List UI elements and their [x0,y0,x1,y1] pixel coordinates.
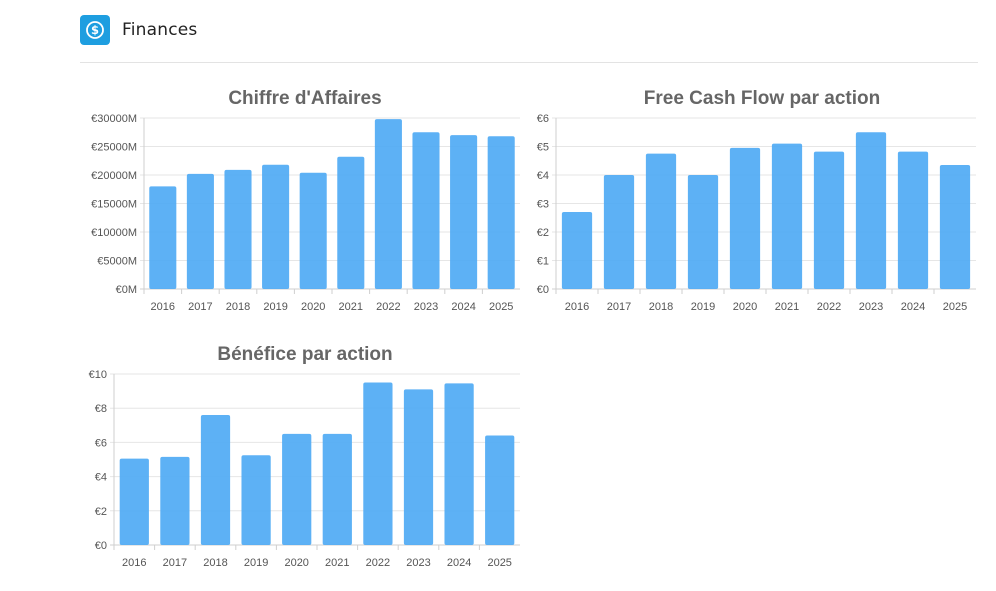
y-tick-label: €5000M [97,256,137,268]
x-tick-label: 2023 [406,557,430,569]
bar[interactable] [939,165,971,289]
x-tick-label: 2019 [691,301,715,313]
bar[interactable] [119,458,149,545]
bar[interactable] [412,132,440,289]
y-tick-label: €30000M [91,113,137,125]
x-tick-label: 2016 [565,301,589,313]
chart-title: Chiffre d'Affaires [228,88,381,109]
x-tick-label: 2021 [325,557,349,569]
x-tick-label: 2017 [188,301,212,313]
bar[interactable] [186,173,214,289]
y-tick-label: €1 [537,256,549,268]
y-tick-label: €20000M [91,170,137,182]
section-title: Finances [122,20,198,40]
y-tick-label: €15000M [91,199,137,211]
free-cash-flow-chart: Free Cash Flow par action €0 €1 €2 €3 €4 €5 €6 2… [530,80,982,320]
chart-svg: Chiffre d'Affaires €0M €5000M €10000M €15000… [91,88,520,313]
revenue-chart: Chiffre d'Affaires €0M €5000M €10000M €15000… [80,80,526,320]
x-tick-label: 2020 [284,557,308,569]
y-tick-label: €5 [537,142,549,154]
bar[interactable] [603,175,635,289]
x-tick-label: 2018 [226,301,250,313]
x-tick-label: 2020 [301,301,325,313]
x-tick-label: 2023 [859,301,883,313]
y-tick-label: €25000M [91,142,137,154]
x-tick-label: 2024 [447,557,471,569]
y-tick-label: €2 [537,227,549,239]
bar[interactable] [200,415,231,545]
x-tick-label: 2020 [733,301,757,313]
y-tick-label: €4 [537,170,549,182]
x-tick-label: 2018 [203,557,227,569]
x-tick-label: 2021 [775,301,799,313]
y-tick-label: €10 [89,369,107,381]
bar[interactable] [224,169,252,289]
bar[interactable] [262,164,290,289]
x-tick-label: 2019 [263,301,287,313]
x-tick-label: 2018 [649,301,673,313]
bar[interactable] [897,151,929,289]
bar[interactable] [337,156,365,289]
y-tick-label: €3 [537,199,549,211]
bar[interactable] [771,143,803,289]
bar[interactable] [299,172,327,289]
bar[interactable] [282,433,312,545]
y-tick-label: €0M [116,284,137,296]
bar[interactable] [241,455,271,545]
y-tick-label: €0 [537,284,549,296]
x-tick-label: 2016 [122,557,146,569]
eps-chart: Bénéfice par action €0 €2 €4 €6 €8 €10 2016 2017… [80,336,526,576]
chart-title: Bénéfice par action [217,344,392,365]
x-tick-label: 2022 [817,301,841,313]
x-tick-label: 2025 [489,301,513,313]
x-tick-label: 2024 [451,301,475,313]
x-tick-label: 2022 [366,557,390,569]
x-tick-label: 2021 [339,301,363,313]
bar[interactable] [374,119,402,289]
bar[interactable] [403,389,434,545]
x-tick-label: 2022 [376,301,400,313]
bar[interactable] [485,435,515,545]
x-tick-label: 2025 [487,557,511,569]
x-tick-label: 2017 [607,301,631,313]
bar[interactable] [450,135,478,289]
bar[interactable] [322,433,352,545]
bar[interactable] [645,153,677,289]
x-tick-label: 2016 [151,301,175,313]
x-tick-label: 2017 [163,557,187,569]
x-tick-label: 2024 [901,301,925,313]
bar[interactable] [160,456,190,545]
y-tick-label: €10000M [91,227,137,239]
bar[interactable] [855,132,887,289]
y-tick-label: €8 [95,403,107,415]
chart-svg: Free Cash Flow par action €0 €1 €2 €3 €4 €5 €6 2… [537,88,976,313]
y-tick-label: €6 [537,113,549,125]
y-tick-label: €4 [95,472,107,484]
bar[interactable] [561,212,593,289]
section-header: $ Finances [80,14,978,63]
chart-title: Free Cash Flow par action [644,88,881,109]
bar[interactable] [813,151,845,289]
bar[interactable] [444,383,474,545]
x-tick-label: 2025 [943,301,967,313]
chart-svg: Bénéfice par action €0 €2 €4 €6 €8 €10 2016 2017… [89,344,520,569]
bar[interactable] [149,186,177,289]
bar[interactable] [729,147,761,289]
x-tick-label: 2019 [244,557,268,569]
bar[interactable] [487,136,515,289]
bar[interactable] [687,175,719,289]
bar[interactable] [363,382,393,545]
dollar-circle-icon: $ [80,15,110,45]
y-tick-label: €0 [95,540,107,552]
svg-text:$: $ [91,23,99,37]
y-tick-label: €6 [95,437,107,449]
x-tick-label: 2023 [414,301,438,313]
y-tick-label: €2 [95,506,107,518]
